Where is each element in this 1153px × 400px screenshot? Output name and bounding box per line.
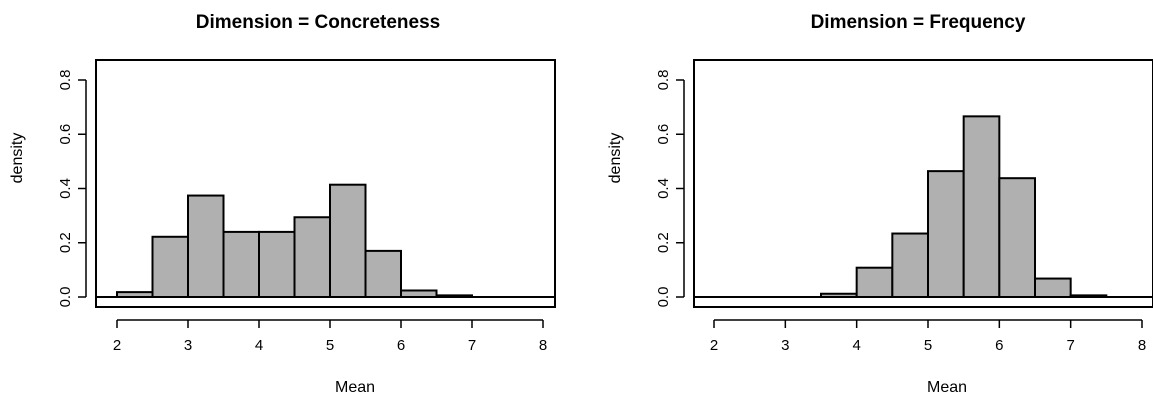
chart-title: Dimension = Concreteness [196,12,440,33]
histogram-bar [364,249,402,298]
y-tick-label: 0.8 [57,70,74,91]
histogram-bar [222,230,260,298]
y-tick-label: 0.4 [655,178,672,199]
plot-frame [693,59,1153,308]
x-tick-label: 7 [1066,337,1074,354]
x-tick-label: 3 [184,337,192,354]
chart-title: Dimension = Frequency [811,12,1026,33]
x-tick-label: 8 [539,337,547,354]
y-tick-label: 0.6 [655,124,672,145]
histogram-bar [855,266,894,298]
histogram-bar [151,235,189,298]
y-tick-label: 0.2 [655,232,672,253]
histogram-bar [329,183,367,298]
x-tick-label: 3 [781,337,789,354]
x-axis-label: Mean [335,379,375,396]
histogram-bar [998,177,1036,299]
x-tick-label: 4 [255,337,263,354]
x-tick-label: 5 [924,337,932,354]
x-tick-label: 8 [1138,337,1146,354]
plot-frame [95,59,556,308]
panel-2: Dimension = Frequency 2 3 4 5 6 7 8 0.0 0.2 0.4 0.6… [607,12,1153,396]
y-tick-label: 0.8 [655,70,672,91]
x-tick-label: 7 [468,337,476,354]
y-tick-label: 0.6 [57,124,74,145]
x-tick-label: 2 [710,337,718,354]
y-tick-label: 0.4 [57,178,74,199]
x-tick-label: 2 [113,337,121,354]
y-tick-label: 0.2 [57,232,74,253]
x-tick-label: 4 [852,337,860,354]
x-axis-label: Mean [927,379,967,396]
histogram-bar [927,170,965,298]
y-tick-label: 0.0 [57,287,74,308]
x-tick-label: 6 [995,337,1003,354]
y-axis-label: density [9,133,26,184]
panel-1: Dimension = Concreteness 2 3 4 5 6 7 8 0.0 0.2 0.4… [9,12,556,396]
histogram-bar [1034,277,1072,298]
x-tick-label: 6 [397,337,405,354]
x-tick-label: 5 [326,337,334,354]
histogram-bar [293,216,331,298]
y-axis-label: density [607,133,624,184]
histogram-bar [962,115,1001,298]
histogram-bar [187,194,225,299]
histogram-bar [891,232,929,298]
y-tick-label: 0.0 [655,287,672,308]
histogram-bar [258,230,296,298]
